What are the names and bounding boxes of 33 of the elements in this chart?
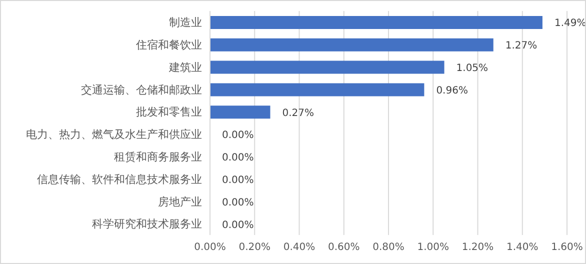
bar	[210, 83, 424, 96]
y-tick-label: 电力、热力、燃气及水生产和供应业	[26, 128, 202, 142]
y-tick-label: 房地产业	[158, 195, 202, 208]
y-tick-label: 批发和零售业	[136, 106, 202, 119]
x-tick-label: 1.20%	[462, 242, 494, 254]
data-label: 1.05%	[456, 63, 488, 74]
data-label: 0.00%	[222, 152, 254, 164]
y-tick-label: 交通运输、仓储和邮政业	[81, 83, 202, 96]
y-tick-label: 租赁和商务服务业	[114, 150, 202, 164]
x-tick-label: 0.20%	[238, 242, 271, 254]
x-tick-label: 0.60%	[328, 242, 360, 254]
data-label: 0.00%	[222, 220, 254, 231]
y-tick-label: 住宿和餐饮业	[136, 38, 202, 52]
data-label: 1.27%	[505, 40, 538, 52]
bar	[210, 60, 444, 74]
y-tick-label: 建筑业	[168, 60, 202, 74]
x-tick-label: 1.00%	[417, 242, 450, 254]
y-tick-label: 科学研究和技术服务业	[92, 218, 202, 231]
data-label: 0.00%	[222, 197, 254, 208]
x-tick-label: 0.80%	[372, 242, 404, 254]
bar	[210, 38, 494, 52]
x-tick-label: 1.60%	[551, 242, 583, 254]
bar	[210, 16, 542, 29]
x-tick-label: 1.40%	[506, 242, 538, 254]
data-label: 0.96%	[436, 85, 468, 96]
data-label: 0.27%	[282, 108, 314, 119]
bar	[210, 106, 270, 119]
data-label: 0.00%	[222, 175, 254, 186]
x-tick-label: 0.40%	[283, 242, 316, 254]
x-tick-label: 0.00%	[194, 242, 226, 254]
y-tick-label: 信息传输、软件和信息技术服务业	[37, 172, 202, 186]
y-tick-label: 制造业	[169, 16, 202, 30]
data-label: 0.00%	[222, 130, 254, 142]
